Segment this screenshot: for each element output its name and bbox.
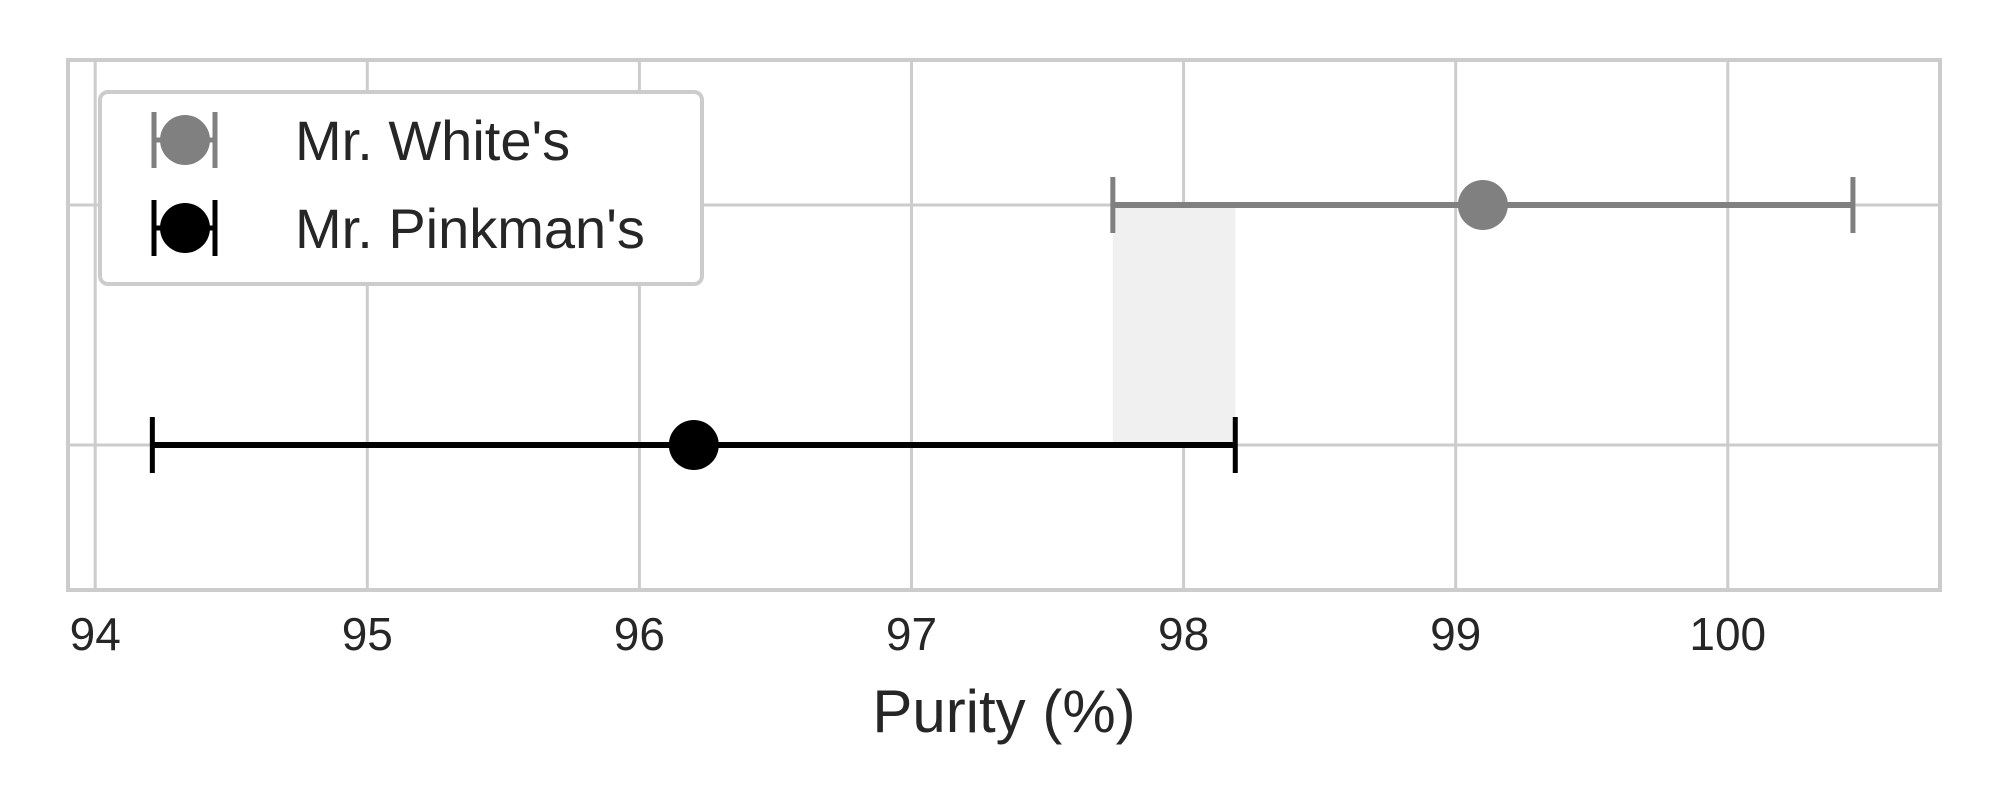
legend-label: Mr. White's	[295, 109, 570, 172]
series-pinkman	[149, 417, 1238, 473]
x-tick-label: 95	[342, 608, 393, 660]
plot-frame	[66, 58, 1942, 592]
x-tick-label: 99	[1430, 608, 1481, 660]
mean-point	[1457, 180, 1508, 230]
legend-entry: Mr. White's	[151, 109, 570, 172]
legend-label: Mr. Pinkman's	[295, 197, 645, 260]
x-tick-label: 97	[886, 608, 937, 660]
legend-box	[98, 90, 704, 286]
legend-entry: Mr. Pinkman's	[151, 197, 645, 260]
overlap-region	[1112, 205, 1236, 445]
legend: Mr. White's Mr. Pinkman's	[98, 90, 704, 286]
x-tick-label: 96	[614, 608, 665, 660]
mean-point	[668, 420, 719, 470]
legend-marker	[160, 115, 210, 165]
x-axis-label: Purity (%)	[872, 678, 1135, 745]
series-marks	[149, 177, 1856, 473]
legend-marker	[160, 203, 210, 253]
series-white	[1110, 177, 1856, 233]
x-tick-label: 100	[1689, 608, 1766, 660]
x-tick-label: 98	[1158, 608, 1209, 660]
x-tick-label: 94	[70, 608, 121, 660]
x-tick-labels: 94 95 96 97 98 99 100	[70, 608, 1767, 660]
